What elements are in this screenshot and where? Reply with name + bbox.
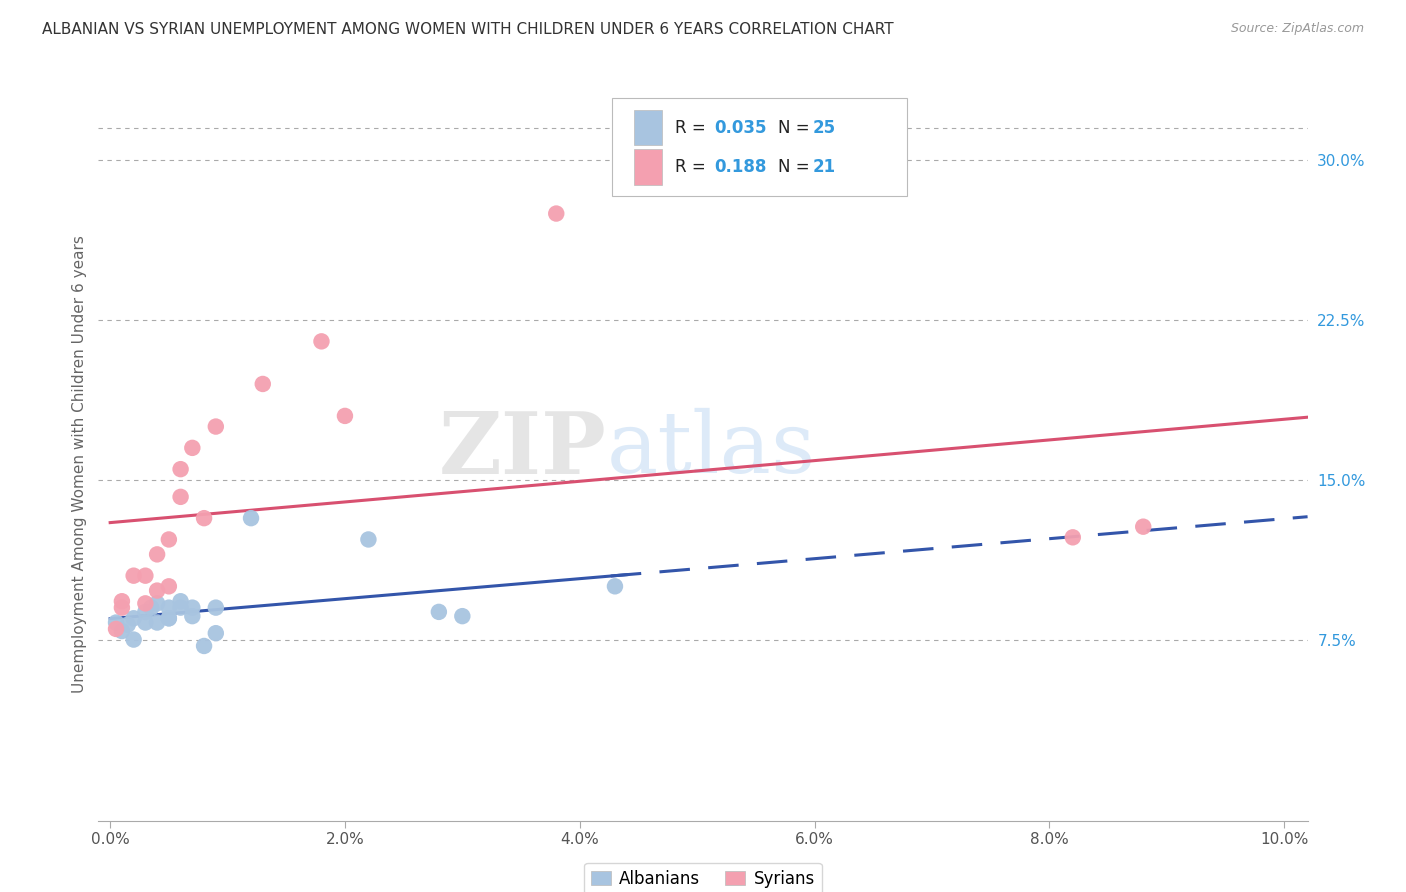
Point bbox=[134, 615, 156, 630]
Point bbox=[146, 615, 169, 630]
Point bbox=[169, 490, 191, 504]
Point bbox=[1132, 519, 1154, 533]
Point bbox=[157, 533, 180, 547]
Point bbox=[157, 600, 180, 615]
Point bbox=[333, 409, 356, 423]
Point bbox=[146, 547, 169, 561]
Point bbox=[546, 206, 568, 220]
Text: ZIP: ZIP bbox=[439, 408, 606, 491]
Point bbox=[169, 594, 191, 608]
Y-axis label: Unemployment Among Women with Children Under 6 years: Unemployment Among Women with Children U… bbox=[72, 235, 87, 693]
Point bbox=[157, 579, 180, 593]
Point bbox=[169, 462, 191, 476]
Point bbox=[122, 611, 145, 625]
Point bbox=[181, 441, 204, 455]
Point bbox=[357, 533, 380, 547]
Point bbox=[193, 511, 215, 525]
Point bbox=[451, 609, 474, 624]
Point bbox=[134, 605, 156, 619]
Point bbox=[134, 596, 156, 610]
Point bbox=[181, 600, 204, 615]
Point bbox=[204, 626, 226, 640]
Text: ALBANIAN VS SYRIAN UNEMPLOYMENT AMONG WOMEN WITH CHILDREN UNDER 6 YEARS CORRELAT: ALBANIAN VS SYRIAN UNEMPLOYMENT AMONG WO… bbox=[42, 22, 894, 37]
Point bbox=[181, 609, 204, 624]
Text: 21: 21 bbox=[813, 158, 835, 176]
Point bbox=[157, 611, 180, 625]
Point bbox=[146, 583, 169, 598]
Text: R =: R = bbox=[675, 119, 711, 136]
Point bbox=[603, 579, 626, 593]
Point bbox=[122, 568, 145, 582]
Legend: Albanians, Syrians: Albanians, Syrians bbox=[585, 863, 821, 892]
Point bbox=[311, 334, 333, 349]
Point bbox=[427, 605, 450, 619]
Point bbox=[169, 600, 191, 615]
Point bbox=[146, 596, 169, 610]
Point bbox=[240, 511, 263, 525]
Point bbox=[111, 600, 134, 615]
Point bbox=[157, 611, 180, 625]
Point bbox=[117, 617, 139, 632]
Text: 0.188: 0.188 bbox=[714, 158, 766, 176]
Point bbox=[134, 568, 156, 582]
Text: R =: R = bbox=[675, 158, 711, 176]
Point bbox=[111, 594, 134, 608]
Point bbox=[122, 632, 145, 647]
Point bbox=[1062, 530, 1084, 544]
Point bbox=[111, 624, 134, 638]
Point bbox=[204, 419, 226, 434]
Text: atlas: atlas bbox=[606, 408, 815, 491]
Point bbox=[141, 600, 163, 615]
Text: 0.035: 0.035 bbox=[714, 119, 766, 136]
Point bbox=[193, 639, 215, 653]
Point bbox=[204, 600, 226, 615]
Point bbox=[105, 622, 128, 636]
Text: 25: 25 bbox=[813, 119, 835, 136]
Point bbox=[252, 376, 274, 391]
Point bbox=[105, 615, 128, 630]
Text: N =: N = bbox=[778, 158, 814, 176]
Text: Source: ZipAtlas.com: Source: ZipAtlas.com bbox=[1230, 22, 1364, 36]
Text: N =: N = bbox=[778, 119, 814, 136]
